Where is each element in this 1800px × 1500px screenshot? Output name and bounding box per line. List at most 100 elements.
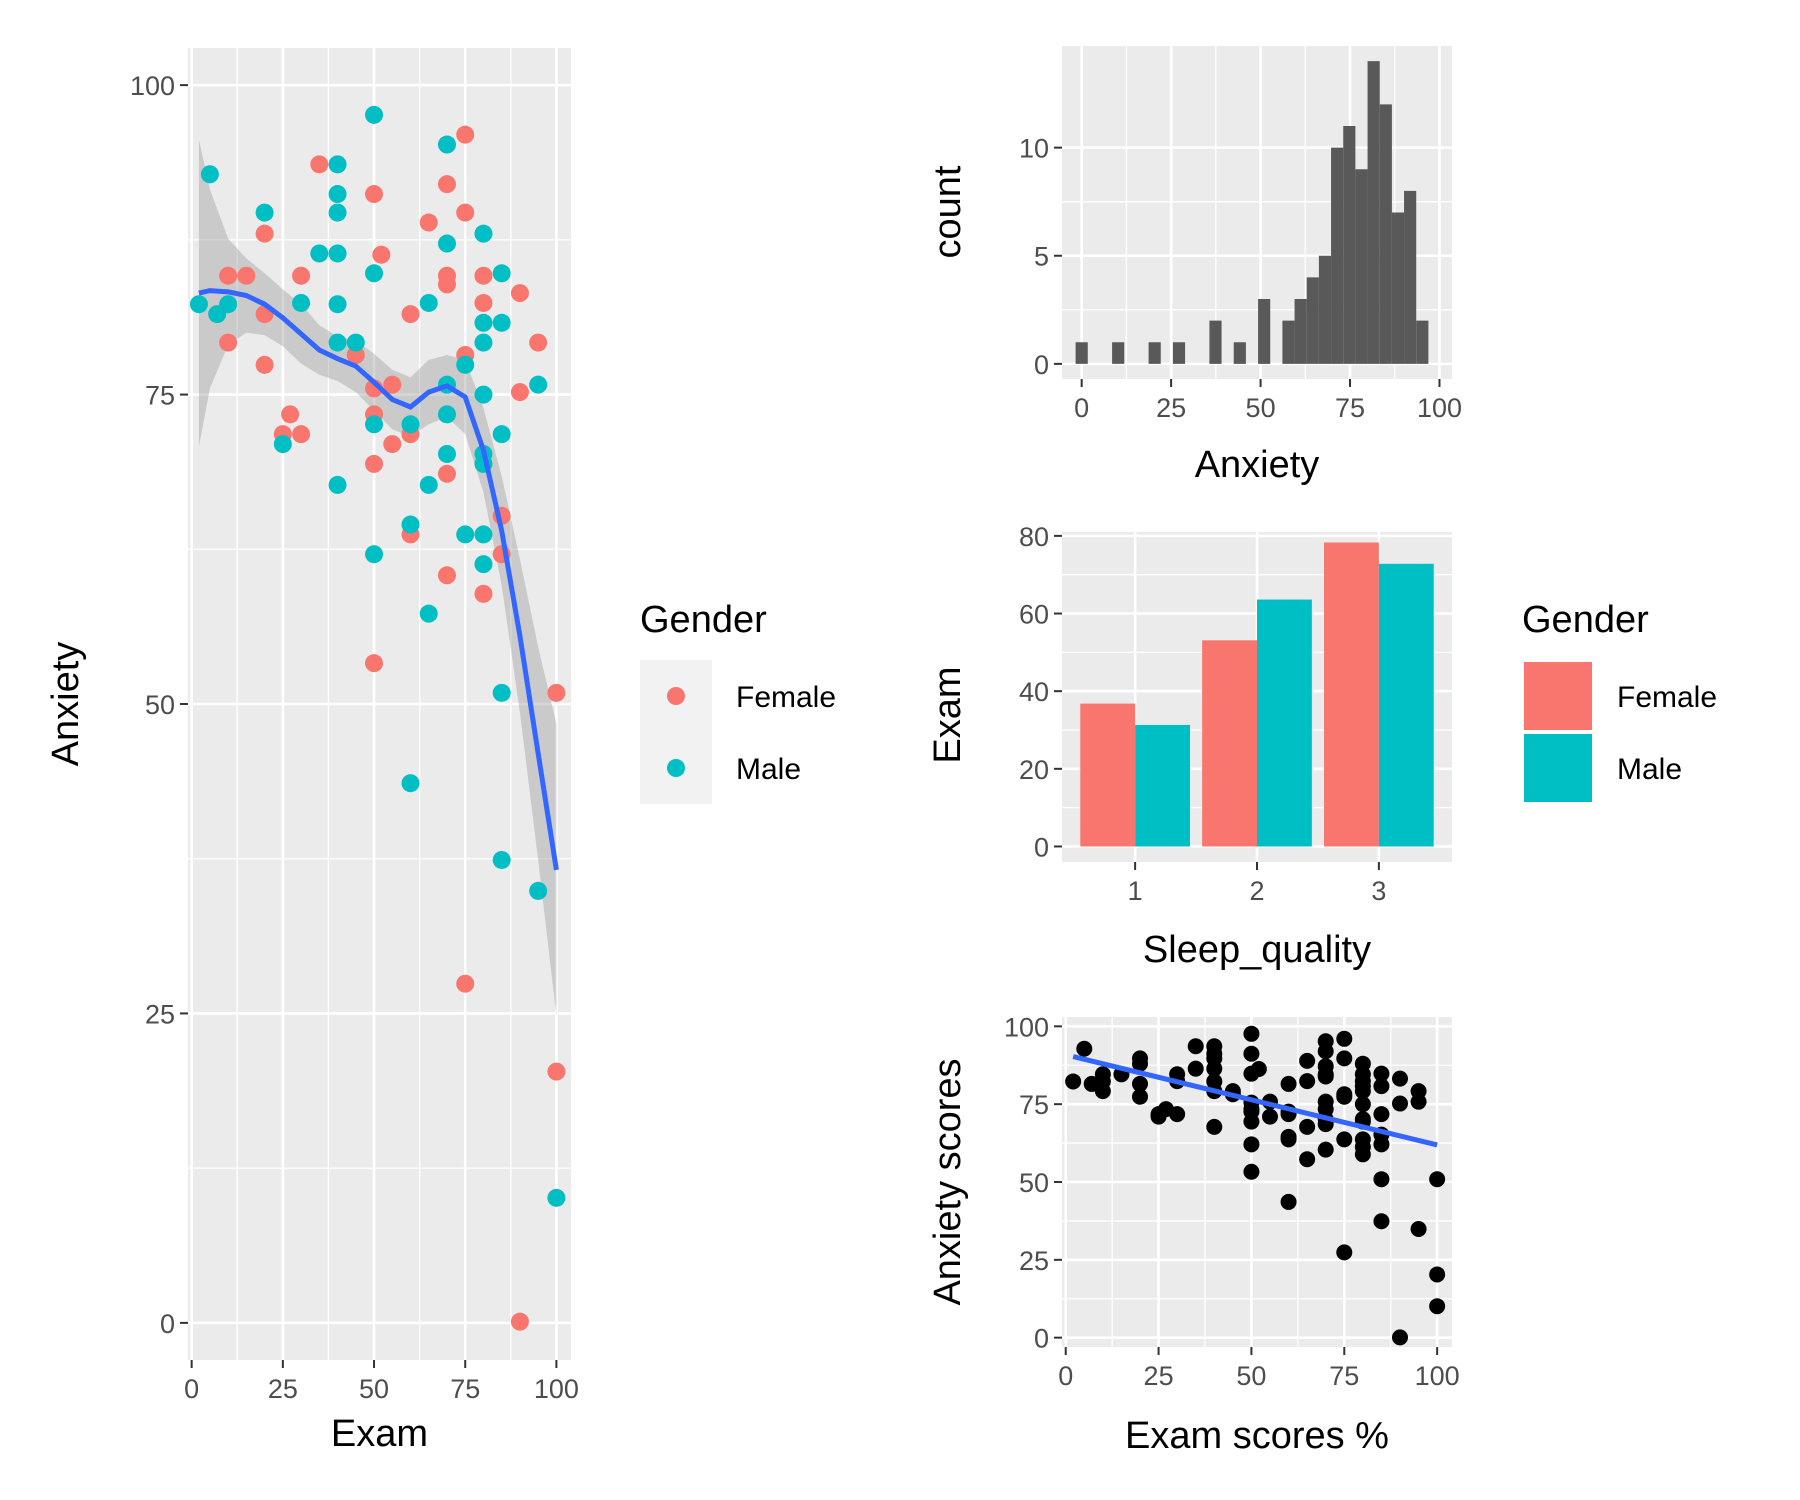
- histogram-x-tick-label: 50: [1246, 393, 1276, 423]
- scatter-point-female: [383, 435, 402, 454]
- scatter-point-male: [328, 244, 347, 263]
- scatter-smooth-y-tick-label: 100: [130, 71, 175, 101]
- scatter-legend-label-male: Male: [736, 753, 801, 786]
- scatter-point-female: [419, 213, 438, 232]
- scatter-point-male: [474, 313, 493, 332]
- scatter-point-female: [372, 245, 391, 264]
- scatter-lm-point: [1336, 1131, 1353, 1148]
- histogram-bar: [1112, 342, 1125, 364]
- scatter-lm-point: [1299, 1073, 1316, 1090]
- histogram-bar: [1282, 320, 1295, 364]
- scatter-smooth-x-tick-label: 100: [534, 1374, 579, 1404]
- scatter-lm-axes: 0 25 50 75 100 0 25 50 75 100: [1004, 1012, 1460, 1391]
- scatter-smooth-y-tick-label: 75: [145, 381, 175, 411]
- scatter-lm-point: [1354, 1138, 1371, 1155]
- scatter-lm-point: [1169, 1106, 1186, 1123]
- scatter-point-female: [219, 266, 238, 285]
- scatter-smooth-axes: 0 25 50 75 100 0 25 50 75 100: [130, 71, 579, 1404]
- scatter-lm-point: [1243, 1103, 1260, 1120]
- histogram-x-tick-label: 100: [1417, 393, 1462, 423]
- scatter-point-female: [456, 974, 475, 993]
- scatter-point-female: [437, 566, 456, 585]
- grouped-bar-y-tick-label: 60: [1019, 600, 1049, 630]
- scatter-point-female: [474, 584, 493, 603]
- scatter-lm-point: [1354, 1096, 1371, 1113]
- histogram-y-tick-label: 0: [1034, 350, 1049, 380]
- scatter-smooth-plot: 0 25 50 75 100 0 25 50 75 100 Exam Anxiety: [45, 48, 579, 1455]
- scatter-lm-point: [1280, 1075, 1297, 1092]
- scatter-lm-point: [1354, 1083, 1371, 1100]
- scatter-lm-point: [1299, 1052, 1316, 1069]
- scatter-point-female: [474, 293, 493, 312]
- scatter-lm-point: [1280, 1128, 1297, 1145]
- scatter-legend-female-dot: [667, 687, 685, 705]
- scatter-point-male: [474, 555, 493, 574]
- histogram-bar: [1172, 342, 1186, 364]
- grouped-bar-x-title: Sleep_quality: [1143, 929, 1371, 971]
- scatter-point-female: [456, 203, 475, 222]
- histogram-bars: [1075, 61, 1429, 364]
- scatter-lm-point: [1243, 1163, 1260, 1180]
- scatter-smooth-y-tick-label: 50: [145, 690, 175, 720]
- scatter-lm-point: [1206, 1060, 1223, 1077]
- scatter-lm-point: [1317, 1033, 1334, 1050]
- scatter-point-female: [437, 175, 456, 194]
- scatter-point-male: [492, 264, 511, 283]
- scatter-lm-point: [1336, 1050, 1353, 1067]
- histogram-y-tick-label: 5: [1034, 242, 1049, 272]
- scatter-point-female: [547, 683, 566, 702]
- scatter-point-male: [492, 683, 511, 702]
- scatter-lm-point: [1299, 1118, 1316, 1135]
- scatter-point-female: [547, 1062, 566, 1081]
- histogram-bar: [1379, 104, 1392, 364]
- scatter-point-male: [437, 135, 456, 154]
- scatter-point-male: [189, 295, 208, 314]
- scatter-lm-point: [1392, 1070, 1408, 1087]
- scatter-lm-point: [1132, 1050, 1148, 1067]
- histogram-y-tick-label: 10: [1019, 134, 1049, 164]
- scatter-point-female: [510, 284, 529, 303]
- scatter-lm-point: [1410, 1093, 1427, 1110]
- scatter-point-male: [401, 774, 420, 793]
- histogram-bar: [1331, 147, 1344, 364]
- bar-legend: Gender Female Male: [1522, 599, 1717, 802]
- scatter-point-female: [292, 266, 311, 285]
- histogram-bar: [1258, 298, 1271, 364]
- scatter-lm-y-tick-label: 75: [1019, 1090, 1049, 1120]
- scatter-point-male: [365, 415, 384, 434]
- scatter-point-male: [419, 604, 438, 623]
- scatter-lm-point: [1373, 1213, 1390, 1230]
- scatter-point-female: [365, 185, 384, 204]
- scatter-point-female: [255, 224, 274, 243]
- scatter-lm-point: [1132, 1075, 1148, 1092]
- scatter-point-male: [328, 333, 347, 352]
- scatter-lm-point: [1373, 1065, 1390, 1082]
- histogram-x-tick-label: 75: [1335, 393, 1365, 423]
- scatter-lm-x-tick-label: 50: [1236, 1361, 1266, 1391]
- scatter-point-female: [529, 333, 548, 352]
- scatter-legend-label-female: Female: [736, 681, 836, 714]
- scatter-lm-point: [1150, 1108, 1167, 1125]
- scatter-point-female: [437, 275, 456, 294]
- scatter-lm-point: [1373, 1171, 1390, 1188]
- scatter-point-male: [200, 165, 219, 184]
- histogram-x-tick-label: 0: [1074, 393, 1089, 423]
- scatter-point-male: [437, 405, 456, 424]
- scatter-point-female: [237, 266, 256, 285]
- bar-legend-label-female: Female: [1617, 681, 1717, 714]
- grouped-bar-female-2: [1202, 640, 1257, 847]
- scatter-point-female: [474, 266, 493, 285]
- scatter-lm-point: [1187, 1038, 1204, 1055]
- histogram-bar: [1306, 277, 1319, 364]
- grouped-bar-y-tick-label: 80: [1019, 522, 1049, 552]
- scatter-smooth-x-tick-label: 0: [184, 1374, 199, 1404]
- scatter-point-male: [273, 435, 292, 454]
- scatter-lm-point: [1243, 1065, 1260, 1082]
- scatter-lm-plot: 0 25 50 75 100 0 25 50 75 100 Exam scores % Anxie…: [927, 1012, 1460, 1457]
- scatter-point-female: [292, 425, 311, 444]
- grouped-bar-male-1: [1135, 724, 1190, 847]
- histogram-bar: [1367, 61, 1380, 364]
- scatter-point-male: [310, 244, 329, 263]
- scatter-point-male: [401, 515, 420, 534]
